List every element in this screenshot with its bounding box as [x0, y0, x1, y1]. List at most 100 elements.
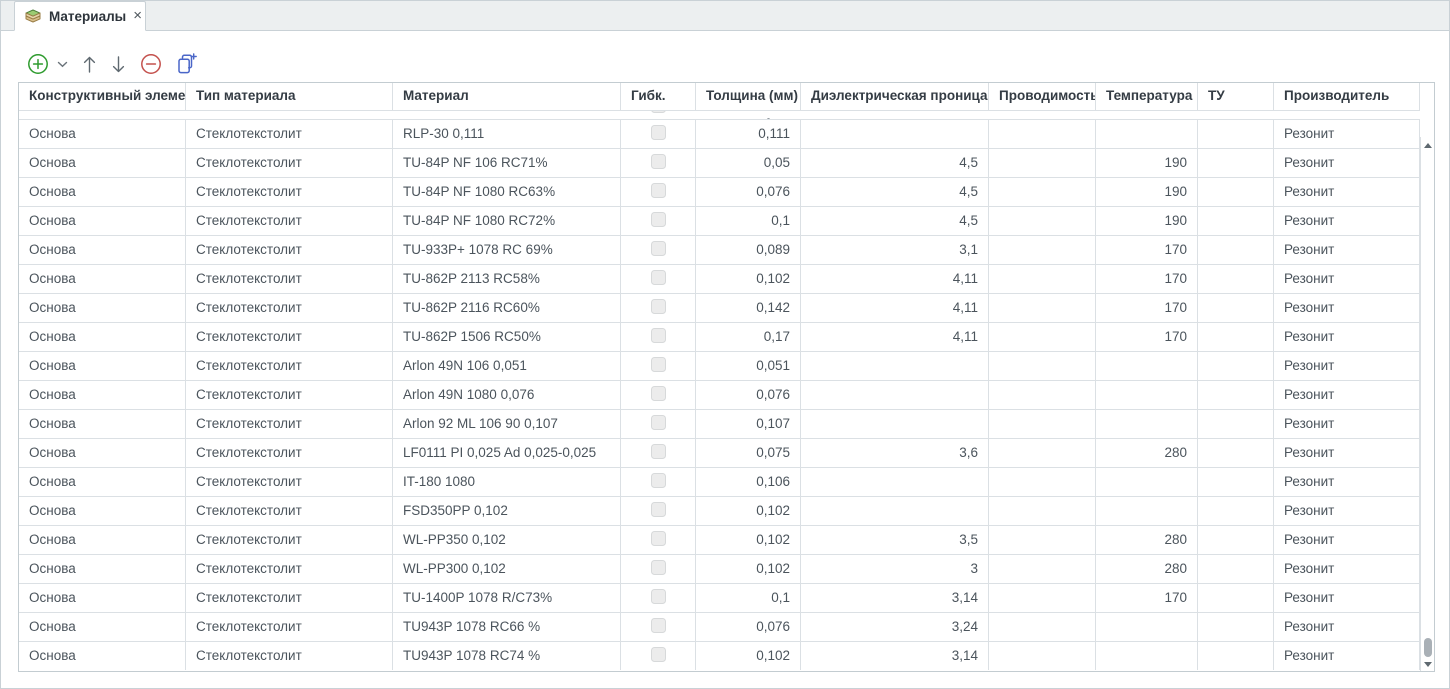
- cell-thickness: 0,076: [696, 613, 801, 641]
- table-row[interactable]: Основа Стеклотекстолит WL-PP300 0,102 0,102…: [19, 555, 1420, 584]
- table-row[interactable]: Основа Стеклотекстолит TU-862P 2113 RC58% 0…: [19, 265, 1420, 294]
- flexible-checkbox[interactable]: [650, 589, 666, 605]
- cell-temperature: 280: [1096, 439, 1198, 467]
- flexible-checkbox[interactable]: [650, 560, 666, 576]
- flexible-checkbox[interactable]: [650, 357, 666, 373]
- scroll-up-arrow-icon[interactable]: [1424, 143, 1432, 148]
- cell-manufacturer: Резонит: [1274, 642, 1420, 670]
- cell-thickness: 0,106: [696, 468, 801, 496]
- cell-manufacturer: Резонит: [1274, 120, 1420, 148]
- cell-element: Основа: [19, 468, 186, 496]
- partially-scrolled-row[interactable]: [19, 110, 1420, 120]
- column-header-flexible[interactable]: Гибк.: [621, 83, 696, 110]
- cell-element: Основа: [19, 149, 186, 177]
- column-header-thickness[interactable]: Толщина (мм): [696, 83, 801, 110]
- cell-material: FSD350PP 0,102: [393, 497, 621, 525]
- flexible-checkbox[interactable]: [650, 154, 666, 170]
- flexible-checkbox[interactable]: [650, 299, 666, 315]
- cell-flexible: [621, 468, 696, 496]
- add-menu-chevron-icon[interactable]: [57, 52, 68, 76]
- add-row-button[interactable]: [27, 52, 49, 76]
- column-header-element[interactable]: Конструктивный элеме...: [19, 83, 186, 110]
- flexible-checkbox[interactable]: [650, 647, 666, 663]
- flexible-checkbox[interactable]: [650, 386, 666, 402]
- cell-flexible: [621, 120, 696, 148]
- cell-tu: [1198, 584, 1274, 612]
- flexible-checkbox[interactable]: [650, 125, 666, 141]
- table-row[interactable]: Основа Стеклотекстолит RLP-30 0,111 0,111 Ре…: [19, 120, 1420, 149]
- flexible-checkbox[interactable]: [650, 618, 666, 634]
- cell-conductivity: [989, 149, 1096, 177]
- flexible-checkbox[interactable]: [650, 415, 666, 431]
- move-down-button[interactable]: [111, 52, 126, 76]
- cell-temperature: 170: [1096, 323, 1198, 351]
- cell-dielectric: [801, 120, 989, 148]
- table-row[interactable]: Основа Стеклотекстолит FSD350PP 0,102 0,102…: [19, 497, 1420, 526]
- cell-temperature: [1096, 381, 1198, 409]
- cell-manufacturer: Резонит: [1274, 613, 1420, 641]
- cell-conductivity: [989, 526, 1096, 554]
- cell-flexible: [621, 642, 696, 670]
- table-row[interactable]: Основа Стеклотекстолит TU-1400P 1078 R/C73…: [19, 584, 1420, 613]
- move-up-button[interactable]: [82, 52, 97, 76]
- cell-type: Стеклотекстолит: [186, 439, 393, 467]
- cell-type: Стеклотекстолит: [186, 555, 393, 583]
- cell-material: TU943P 1078 RC74 %: [393, 642, 621, 670]
- cell-manufacturer: Резонит: [1274, 178, 1420, 206]
- cell-dielectric: 4,5: [801, 149, 989, 177]
- scroll-down-arrow-icon[interactable]: [1424, 662, 1432, 667]
- table-row[interactable]: Основа Стеклотекстолит WL-PP350 0,102 0,102…: [19, 526, 1420, 555]
- column-header-manufacturer[interactable]: Производитель: [1274, 83, 1420, 110]
- flexible-checkbox[interactable]: [650, 212, 666, 228]
- column-header-material[interactable]: Материал: [393, 83, 621, 110]
- cell-temperature: [1096, 613, 1198, 641]
- column-header-conductivity[interactable]: Проводимость: [989, 83, 1096, 110]
- flexible-checkbox[interactable]: [650, 270, 666, 286]
- cell-thickness: 0,17: [696, 323, 801, 351]
- flexible-checkbox[interactable]: [650, 531, 666, 547]
- cell-type: Стеклотекстолит: [186, 323, 393, 351]
- column-header-type[interactable]: Тип материала: [186, 83, 393, 110]
- table-row[interactable]: Основа Стеклотекстолит TU-862P 1506 RC50% 0…: [19, 323, 1420, 352]
- table-row[interactable]: Основа Стеклотекстолит Arlon 92 ML 106 90 …: [19, 410, 1420, 439]
- cell-conductivity: [989, 294, 1096, 322]
- table-row[interactable]: Основа Стеклотекстолит TU-84P NF 1080 RC63…: [19, 178, 1420, 207]
- cell-manufacturer: Резонит: [1274, 265, 1420, 293]
- cell-dielectric: 4,11: [801, 265, 989, 293]
- flexible-checkbox[interactable]: [650, 328, 666, 344]
- flexible-checkbox[interactable]: [650, 444, 666, 460]
- flexible-checkbox[interactable]: [650, 183, 666, 199]
- header-scrollbar-spacer: [1420, 83, 1434, 110]
- cell-temperature: 190: [1096, 178, 1198, 206]
- column-header-temperature[interactable]: Температура: [1096, 83, 1198, 110]
- table-row[interactable]: Основа Стеклотекстолит TU943P 1078 RC74 % 0…: [19, 642, 1420, 671]
- cell-thickness: 0,107: [696, 410, 801, 438]
- cell-thickness: 0,051: [696, 352, 801, 380]
- table-row[interactable]: Основа Стеклотекстолит TU-84P NF 106 RC71%…: [19, 149, 1420, 178]
- vertical-scrollbar[interactable]: [1420, 137, 1434, 671]
- tab-materials[interactable]: Материалы ×: [14, 1, 146, 31]
- scrollbar-thumb[interactable]: [1424, 638, 1432, 657]
- table-row[interactable]: Основа Стеклотекстолит LF0111 PI 0,025 Ad …: [19, 439, 1420, 468]
- table-row[interactable]: Основа Стеклотекстолит IT-180 1080 0,106 Рез…: [19, 468, 1420, 497]
- cell-thickness: 0,089: [696, 236, 801, 264]
- tab-close-icon[interactable]: ×: [133, 7, 142, 24]
- table-row[interactable]: Основа Стеклотекстолит Arlon 49N 1080 0,07…: [19, 381, 1420, 410]
- copy-add-button[interactable]: [176, 52, 197, 76]
- table-row[interactable]: Основа Стеклотекстолит TU-862P 2116 RC60% 0…: [19, 294, 1420, 323]
- flexible-checkbox[interactable]: [650, 241, 666, 257]
- remove-row-button[interactable]: [140, 52, 162, 76]
- flexible-checkbox[interactable]: [650, 473, 666, 489]
- flexible-checkbox[interactable]: [650, 502, 666, 518]
- table-row[interactable]: Основа Стеклотекстолит TU943P 1078 RC66 % 0…: [19, 613, 1420, 642]
- column-header-tu[interactable]: ТУ: [1198, 83, 1274, 110]
- table-row[interactable]: Основа Стеклотекстолит Arlon 49N 106 0,051…: [19, 352, 1420, 381]
- table-row[interactable]: Основа Стеклотекстолит TU-84P NF 1080 RC72…: [19, 207, 1420, 236]
- column-header-dielectric[interactable]: Диэлектрическая проница...: [801, 83, 989, 110]
- cell-thickness: 0,05: [696, 149, 801, 177]
- cell-element: Основа: [19, 439, 186, 467]
- cell-thickness: 0,102: [696, 265, 801, 293]
- cell-manufacturer: Резонит: [1274, 294, 1420, 322]
- cell-tu: [1198, 178, 1274, 206]
- table-row[interactable]: Основа Стеклотекстолит TU-933P+ 1078 RC 69…: [19, 236, 1420, 265]
